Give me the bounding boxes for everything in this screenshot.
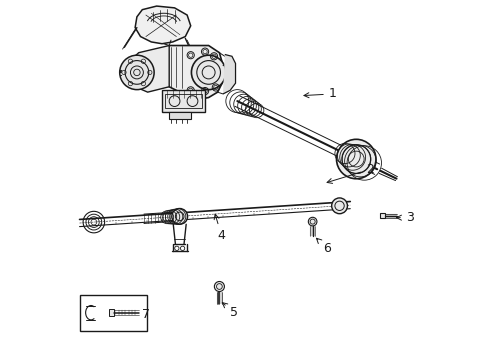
Circle shape xyxy=(336,139,375,179)
Polygon shape xyxy=(129,45,169,92)
Polygon shape xyxy=(223,54,235,94)
Polygon shape xyxy=(135,6,190,44)
Bar xyxy=(379,213,384,219)
Text: 3: 3 xyxy=(396,211,413,224)
Bar xyxy=(164,94,202,108)
Text: 1: 1 xyxy=(304,87,336,100)
Circle shape xyxy=(171,208,187,224)
Text: 5: 5 xyxy=(222,303,238,319)
Bar xyxy=(169,112,190,119)
Circle shape xyxy=(308,217,316,226)
Bar xyxy=(109,309,114,316)
Polygon shape xyxy=(163,45,223,99)
Text: 2: 2 xyxy=(326,163,373,183)
Text: 6: 6 xyxy=(316,238,330,255)
Text: 7: 7 xyxy=(142,308,150,321)
Bar xyxy=(80,295,146,330)
Circle shape xyxy=(331,198,347,214)
Polygon shape xyxy=(162,90,204,112)
Circle shape xyxy=(120,55,154,90)
Circle shape xyxy=(214,282,224,292)
Circle shape xyxy=(191,55,225,90)
Text: 4: 4 xyxy=(214,214,225,242)
